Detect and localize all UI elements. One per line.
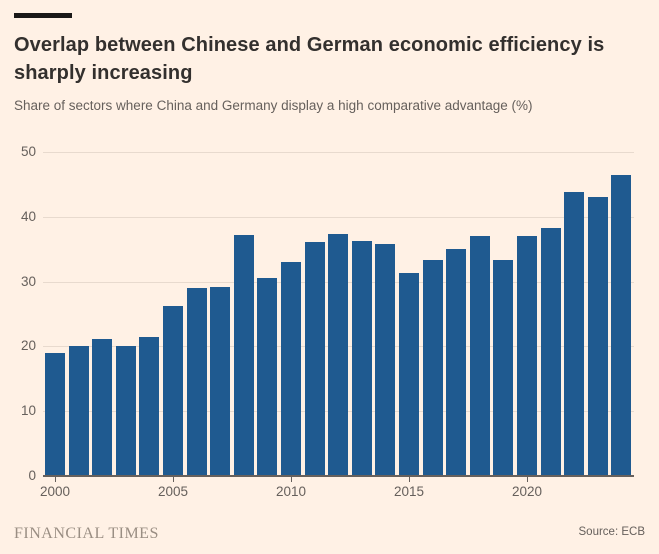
x-tick-2015 [409,477,410,482]
plot-area [43,152,634,476]
x-tick-label-2000: 2000 [39,484,71,499]
gridline-50 [43,152,634,153]
bar-2002 [92,338,113,476]
ft-logo: FINANCIAL TIMES [14,525,159,542]
x-tick-label-2020: 2020 [511,484,543,499]
x-tick-label-2005: 2005 [157,484,189,499]
source-label: Source: ECB [578,526,645,538]
bar-2009 [257,277,278,476]
bar-2008 [233,234,254,476]
bar-2012 [328,233,349,476]
bar-2014 [375,244,396,476]
bar-2022 [564,192,585,476]
bar-2010 [281,262,301,476]
bar-2019 [493,259,514,476]
x-tick-2005 [173,477,174,482]
bar-2011 [304,242,325,476]
bar-2023 [587,196,608,476]
bar-2007 [210,287,231,476]
y-axis-labels: 0 10 20 30 40 50 [0,144,36,483]
bar-2001 [68,346,89,476]
x-tick-2020 [527,477,528,482]
x-tick-2010 [291,477,292,482]
y-tick-label-0: 0 [28,468,36,483]
y-tick-label-30: 30 [20,273,36,289]
bar-2015 [399,273,419,476]
bar-2020 [517,236,537,476]
bar-2021 [540,228,561,476]
x-axis: 2000 2005 2010 2015 2020 [40,477,634,507]
bar-2016 [422,259,443,476]
x-tick-label-2010: 2010 [275,484,307,499]
gridline-40 [43,216,634,218]
bar-2018 [469,235,490,476]
y-tick-label-20: 20 [20,338,36,354]
y-tick-label-40: 40 [20,208,36,224]
chart-subtitle: Share of sectors where China and Germany… [14,98,533,113]
x-tick-2000 [55,477,56,482]
title-rule [14,13,72,18]
y-tick-label-50: 50 [20,144,36,159]
bar-2013 [351,240,372,476]
bar-2017 [446,248,467,476]
chart-title: Overlap between Chinese and German econo… [14,34,605,84]
x-tick-label-2015: 2015 [393,484,425,499]
bar-2000 [45,352,65,476]
bar-2004 [139,336,160,476]
y-tick-label-10: 10 [20,403,36,419]
bar-2024 [611,174,632,476]
bar-2005 [163,306,183,476]
bar-2006 [186,288,207,476]
bar-2003 [115,346,136,476]
x-axis-baseline [43,475,634,477]
